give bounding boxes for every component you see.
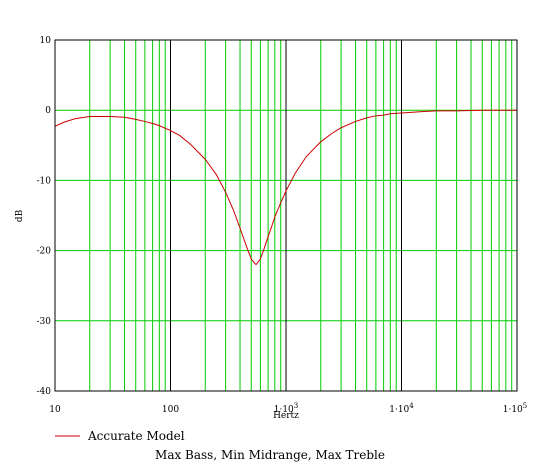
x-tick-exponent: 5 [523, 402, 527, 410]
x-tick-label: 1·105 [503, 402, 528, 415]
x-tick-label: 100 [162, 405, 179, 415]
y-tick-label: 0 [45, 106, 51, 116]
curve-layer [54, 109, 517, 266]
series-line-accurate-model [54, 109, 517, 266]
y-tick-label: -10 [37, 176, 52, 186]
x-tick-label: 1·104 [389, 402, 414, 415]
chart-caption: Max Bass, Min Midrange, Max Treble [155, 448, 385, 462]
y-tick-label: -20 [37, 247, 52, 257]
y-tick-label: -40 [37, 387, 52, 397]
plot-frame [54, 39, 518, 392]
x-axis-label: Hertz [273, 411, 299, 421]
x-tick-labels: 10 100 1·103 1·104 1·105 [49, 402, 527, 415]
legend-label-accurate-model: Accurate Model [87, 429, 185, 443]
y-tick-label: 10 [40, 36, 52, 46]
y-tick-label: -30 [37, 317, 52, 327]
x-tick-label: 10 [49, 405, 61, 415]
y-axis-label: dB [15, 209, 25, 222]
x-tick-exponent: 3 [294, 402, 298, 410]
legend: Accurate Model [55, 429, 185, 443]
x-tick-label: 1·103 [274, 402, 299, 415]
y-tick-labels: 10 0 -10 -20 -30 -40 [37, 36, 52, 397]
x-tick-exponent: 4 [409, 402, 414, 410]
